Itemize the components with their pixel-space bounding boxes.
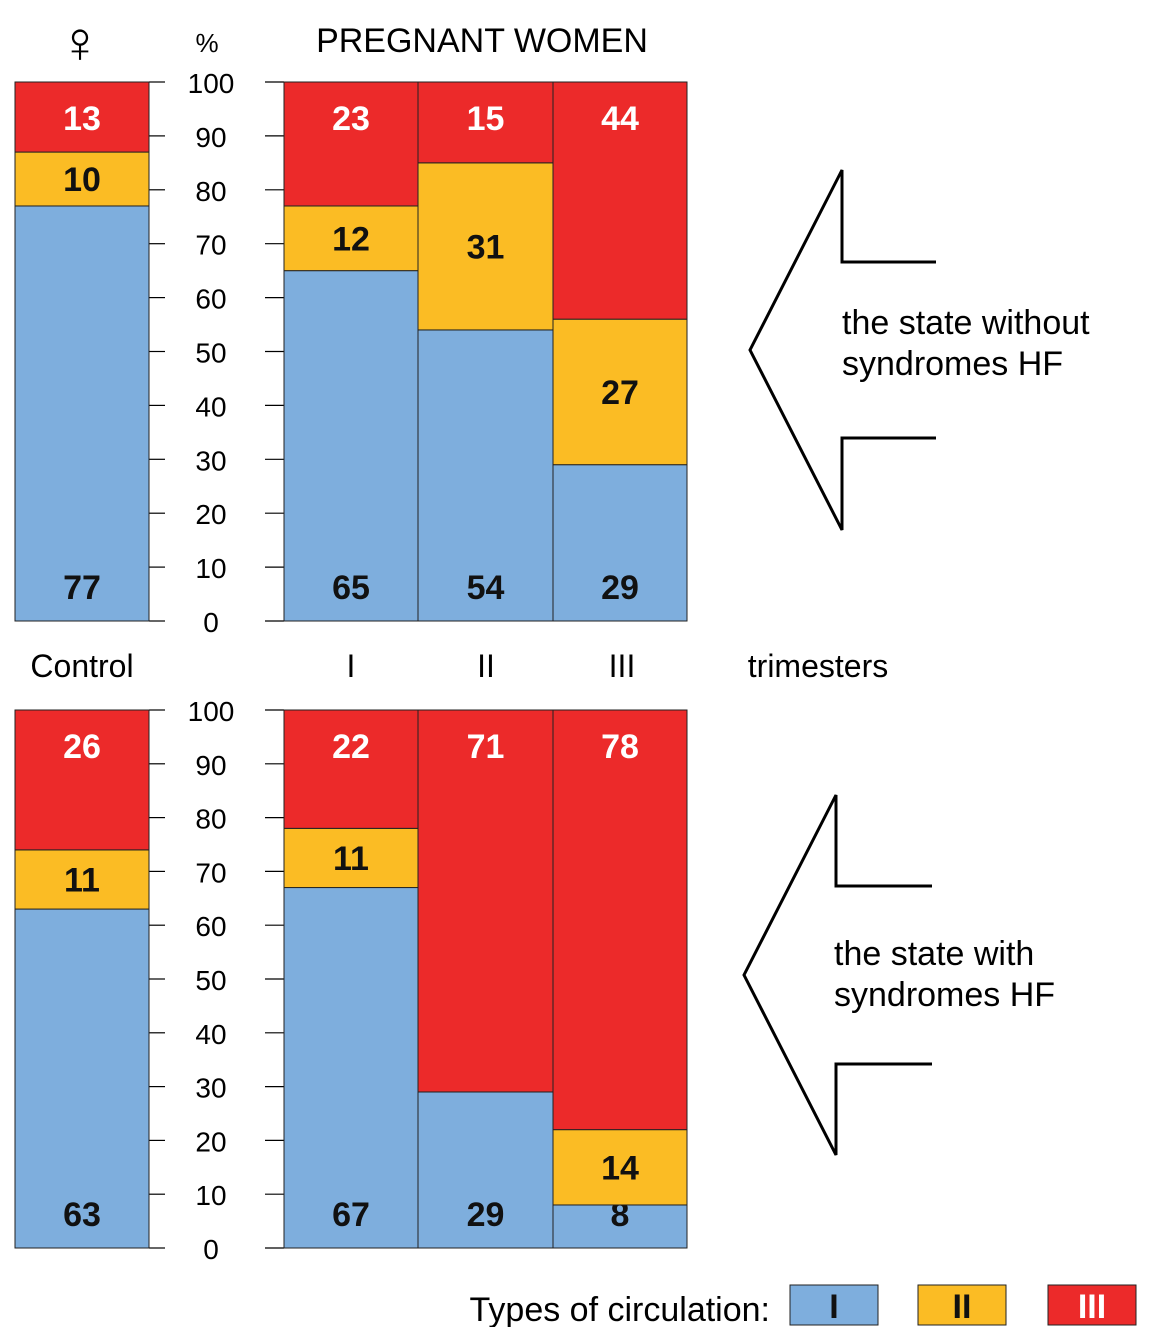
- bar-value-label: 13: [63, 100, 101, 138]
- bar-value-label: 10: [63, 161, 101, 199]
- bar-segment-type-II-control: [14, 151, 150, 207]
- bar-segment-type-II-trimester-III: [552, 318, 688, 466]
- bar-segment-type-III-trimester-I: [283, 81, 419, 207]
- bar-value-label: 22: [332, 728, 370, 766]
- bar-segment-type-II-trimester-II: [417, 162, 554, 331]
- legend-label: III: [1078, 1288, 1106, 1326]
- bar-value-label: 29: [601, 569, 639, 607]
- legend-label: I: [829, 1288, 838, 1326]
- legend-item-type-I: I: [789, 1284, 879, 1326]
- bar-value-label: 14: [601, 1149, 639, 1187]
- bar-segment-type-I-trimester-III: [552, 1204, 688, 1249]
- bar-segment-type-III-trimester-III: [552, 81, 688, 320]
- bar-value-label: 44: [601, 100, 639, 138]
- y-tick-label: 80: [195, 804, 226, 835]
- bar-segment-type-I-control: [14, 205, 150, 622]
- y-tick-label: 40: [195, 1019, 226, 1050]
- bar-value-label: 26: [63, 728, 101, 766]
- female-symbol: ♀: [58, 10, 102, 75]
- bar-segment-type-I-trimester-I: [283, 887, 419, 1249]
- y-tick-label: 10: [195, 1180, 226, 1211]
- control-label: Control: [30, 648, 133, 684]
- y-tick-label: 0: [203, 607, 219, 638]
- bar-value-label: 27: [601, 374, 639, 412]
- bar-value-label: 23: [332, 100, 370, 138]
- bar-segment-type-II-control: [14, 849, 150, 910]
- bar-value-label: 8: [611, 1196, 630, 1234]
- y-tick-label: 20: [195, 499, 226, 530]
- y-tick-label: 30: [195, 445, 226, 476]
- y-tick-label: 10: [195, 553, 226, 584]
- bar-segment-type-II-trimester-III: [552, 1129, 688, 1206]
- bar-value-label: 63: [63, 1196, 101, 1234]
- legend-swatch: [917, 1284, 1007, 1326]
- trimester-tick-1: I: [347, 648, 356, 684]
- y-tick-label: 60: [195, 284, 226, 315]
- bar-segment-type-I-trimester-II: [417, 329, 554, 622]
- bottom-arrow-label-line1: the state with: [834, 935, 1034, 973]
- y-tick-label: 50: [195, 338, 226, 369]
- legend: I II III: [789, 1284, 1137, 1326]
- bar-panels: 0102030405060708090100771013651223543115…: [14, 68, 688, 1265]
- bar-value-label: 15: [467, 100, 505, 138]
- bar-segment-type-III-trimester-II: [417, 709, 554, 1093]
- bar-segment-type-III-control: [14, 81, 150, 153]
- y-tick-label: 60: [195, 911, 226, 942]
- bar-segment-type-III-trimester-I: [283, 709, 419, 829]
- y-tick-label: 70: [195, 230, 226, 261]
- y-axis: 0 10 20 30 40 50 60 70 80 90 100: [149, 696, 284, 1265]
- trimester-tick-2: II: [477, 648, 495, 684]
- bar-value-label: 12: [332, 220, 370, 258]
- bar-value-label: 65: [332, 569, 370, 607]
- bar-segment-type-III-trimester-II: [417, 81, 554, 164]
- bar-segment-type-III-control: [14, 709, 150, 851]
- bar-value-label: 77: [63, 569, 101, 607]
- trimesters-label: trimesters: [748, 648, 888, 684]
- bar-value-label: 31: [467, 228, 505, 266]
- y-tick-label: 90: [195, 122, 226, 153]
- legend-swatch: [789, 1284, 879, 1326]
- y-axis: 0 10 20 30 40 50 60 70 80 90 100: [149, 68, 284, 638]
- chart-title: PREGNANT WOMEN: [316, 22, 648, 60]
- y-tick-label: 100: [188, 68, 235, 99]
- y-tick-label: 20: [195, 1126, 226, 1157]
- y-tick-label: 90: [195, 750, 226, 781]
- bar-value-label: 78: [601, 728, 639, 766]
- y-tick-label: 70: [195, 857, 226, 888]
- arrow-left-icon: [742, 794, 932, 1156]
- bar-value-label: 11: [64, 861, 100, 899]
- bottom-arrow-label-line2: syndromes HF: [834, 976, 1055, 1014]
- legend-item-type-II: II: [917, 1284, 1007, 1326]
- y-tick-label: 100: [188, 696, 235, 727]
- legend-item-type-III: III: [1047, 1284, 1137, 1326]
- bar-value-label: 71: [467, 728, 505, 766]
- bar-segment-type-II-trimester-I: [283, 205, 419, 272]
- chart-panel-bottom: 0 10 20 30 40 50 60 70 80 90 100 63 11 26 67 11 22 29 71 8 1…: [14, 696, 688, 1265]
- arrow-left-icon: [748, 169, 936, 531]
- y-tick-label: 50: [195, 965, 226, 996]
- bar-segment-type-I-trimester-I: [283, 270, 419, 622]
- percent-label: %: [195, 28, 218, 58]
- y-tick-label: 80: [195, 176, 226, 207]
- bar-value-label: 54: [467, 569, 505, 607]
- y-tick-label: 40: [195, 391, 226, 422]
- trimester-tick-3: III: [609, 648, 636, 684]
- y-tick-label: 30: [195, 1073, 226, 1104]
- bar-segment-type-I-control: [14, 908, 150, 1249]
- y-tick-label: 0: [203, 1234, 219, 1265]
- chart-panel-top: 0 10 20 30 40 50 60 70 80 90 100 77 10 13 65 12 23 54 31 15…: [14, 68, 688, 638]
- bar-segment-type-I-trimester-II: [417, 1091, 554, 1249]
- top-arrow-label-line2: syndromes HF: [842, 345, 1063, 383]
- legend-label: II: [953, 1288, 972, 1326]
- bar-value-label: 11: [333, 840, 369, 878]
- legend-title: Types of circulation:: [470, 1291, 770, 1327]
- legend-swatch: [1047, 1284, 1137, 1326]
- bar-value-label: 29: [467, 1196, 505, 1234]
- bar-segment-type-III-trimester-III: [552, 709, 688, 1131]
- bar-value-label: 67: [332, 1196, 370, 1234]
- top-arrow-label-line1: the state without: [842, 304, 1090, 342]
